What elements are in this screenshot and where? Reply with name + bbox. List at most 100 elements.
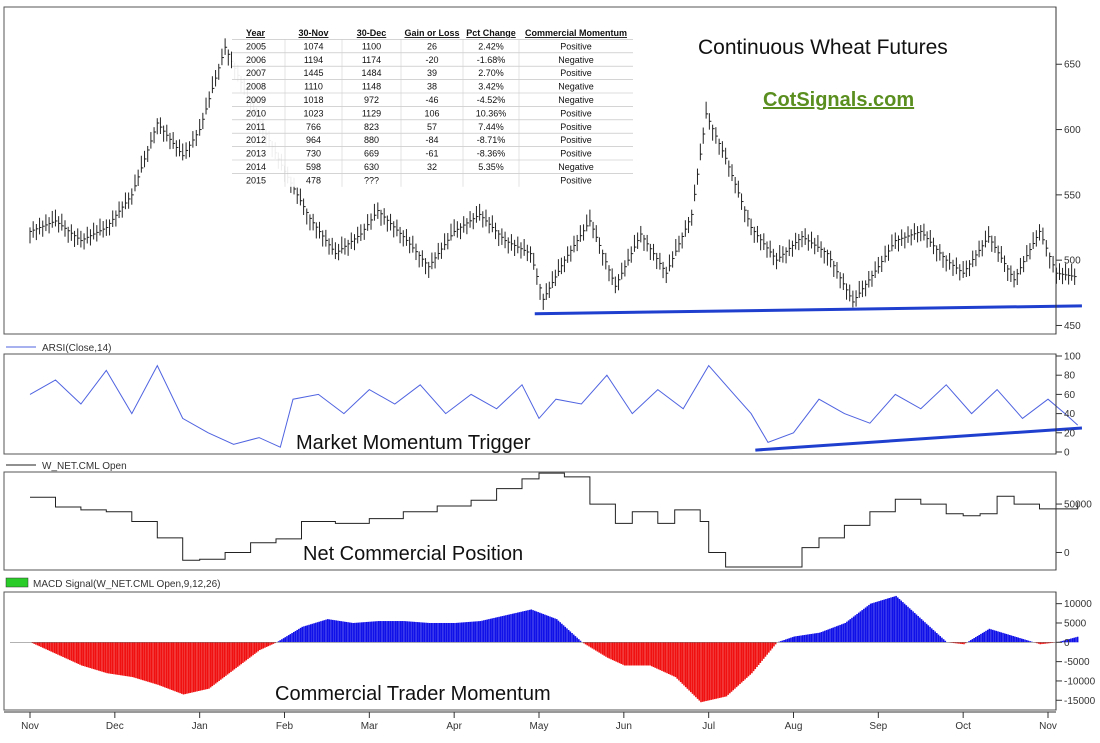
- table-cell: 1194: [304, 55, 323, 65]
- macd-bar: [394, 621, 397, 643]
- macd-bar: [203, 642, 205, 690]
- macd-bar: [859, 611, 862, 643]
- macd-bar: [771, 642, 774, 649]
- macd-bar: [773, 642, 775, 647]
- macd-bar: [281, 639, 283, 643]
- macd-bar: [177, 642, 180, 693]
- macd-bar: [861, 610, 863, 643]
- table-header: Pct Change: [466, 28, 516, 38]
- macd-bar: [613, 642, 616, 661]
- macd-bar: [598, 642, 600, 653]
- macd-bar: [471, 621, 473, 643]
- macd-bar: [673, 642, 675, 677]
- macd-bar: [33, 642, 35, 644]
- macd-bar: [1066, 639, 1069, 643]
- macd-bar: [917, 616, 919, 643]
- macd-bar: [564, 626, 567, 643]
- macd-bar: [298, 628, 300, 643]
- macd-bar: [705, 642, 707, 702]
- macd-bar: [89, 642, 91, 669]
- macd-bar: [69, 642, 71, 661]
- macd-bar: [179, 642, 181, 694]
- macd-bar: [415, 621, 417, 643]
- macd-overlay-label: Commercial Trader Momentum: [275, 683, 551, 705]
- macd-bar: [316, 622, 319, 643]
- macd-bar: [520, 611, 522, 643]
- macd-bar: [150, 642, 153, 683]
- y-tick-label: -10000: [1064, 676, 1096, 687]
- y-tick-label: 0: [1064, 638, 1070, 649]
- macd-bar: [601, 642, 604, 655]
- macd-bar: [630, 642, 633, 666]
- macd-bar: [99, 642, 102, 672]
- macd-bar: [230, 642, 232, 672]
- macd-bar: [162, 642, 164, 687]
- macd-bar: [332, 619, 334, 643]
- x-tick-label: Jul: [702, 721, 715, 732]
- macd-bar: [586, 642, 589, 646]
- macd-bar: [291, 633, 293, 643]
- net-layer: [30, 472, 1079, 568]
- data-table: Year 30-Nov 30-Dec Gain or Loss Pct Change Co…: [232, 26, 633, 187]
- macd-bar: [194, 642, 197, 692]
- macd-bar: [854, 615, 857, 643]
- macd-bar: [1014, 636, 1016, 643]
- rsi-line: [29, 364, 1079, 448]
- macd-bar: [635, 642, 638, 666]
- y-tick-label: 0: [1064, 548, 1070, 559]
- table-cell: 1110: [304, 82, 323, 92]
- table-cell: 2015: [246, 175, 266, 185]
- macd-bar: [822, 631, 824, 643]
- macd-bar: [484, 619, 487, 643]
- macd-bar: [1046, 642, 1048, 644]
- macd-bar: [657, 642, 660, 670]
- y-tick-label: 450: [1064, 321, 1081, 332]
- y-tick-label: 80: [1064, 371, 1076, 382]
- macd-bar: [423, 622, 426, 643]
- macd-bar: [605, 642, 607, 657]
- table-cell: 38: [427, 82, 437, 92]
- macd-bar: [535, 611, 538, 643]
- macd-bar: [969, 640, 972, 643]
- table-cell: -8.36%: [477, 149, 506, 159]
- macd-bar: [1070, 638, 1072, 643]
- macd-bar: [420, 622, 422, 643]
- table-cell: 2014: [246, 162, 266, 172]
- macd-bar: [754, 642, 757, 670]
- macd-bar: [352, 622, 354, 643]
- macd-bar: [109, 642, 112, 674]
- x-tick-label: Apr: [446, 721, 462, 732]
- macd-bar: [557, 620, 560, 643]
- macd-bar: [231, 642, 234, 671]
- macd-bar: [157, 642, 159, 685]
- macd-bar: [532, 610, 534, 643]
- macd-bar: [454, 622, 456, 643]
- macd-bar: [1041, 642, 1043, 645]
- macd-bar: [488, 619, 490, 643]
- macd-bar: [1071, 638, 1074, 643]
- macd-bar: [759, 642, 762, 663]
- macd-bar: [1015, 637, 1018, 643]
- macd-bar: [725, 642, 728, 697]
- macd-bar: [683, 642, 685, 686]
- macd-bar: [145, 642, 147, 682]
- macd-bar: [404, 621, 407, 643]
- macd-bar: [466, 622, 468, 643]
- macd-bar: [240, 642, 242, 665]
- macd-bar: [975, 637, 977, 643]
- table-cell: 1148: [362, 82, 381, 92]
- brand-link[interactable]: CotSignals.com: [763, 89, 914, 111]
- macd-bar: [527, 610, 529, 643]
- macd-bar: [97, 642, 100, 671]
- net-ticks: 0 50000: [1056, 500, 1092, 559]
- macd-bar: [172, 642, 175, 691]
- net-overlay-label: Net Commercial Position: [303, 543, 523, 565]
- macd-bar: [141, 642, 144, 681]
- macd-bar: [36, 642, 39, 646]
- macd-bar: [38, 642, 41, 647]
- macd-bar: [225, 642, 227, 676]
- table-cell: Positive: [560, 149, 592, 159]
- macd-bar: [35, 642, 37, 645]
- macd-bar: [367, 621, 370, 643]
- macd-bar: [995, 630, 998, 643]
